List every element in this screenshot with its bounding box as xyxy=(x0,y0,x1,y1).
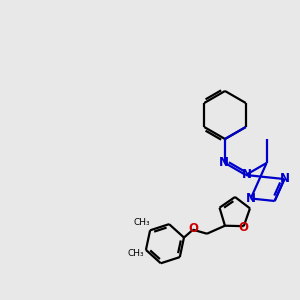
Text: N: N xyxy=(219,155,229,169)
Text: N: N xyxy=(280,172,290,184)
Text: O: O xyxy=(188,222,198,235)
Text: O: O xyxy=(239,220,249,234)
Text: N: N xyxy=(242,169,252,182)
Text: CH₃: CH₃ xyxy=(127,249,144,258)
Text: N: N xyxy=(246,192,256,205)
Text: CH₃: CH₃ xyxy=(134,218,150,227)
